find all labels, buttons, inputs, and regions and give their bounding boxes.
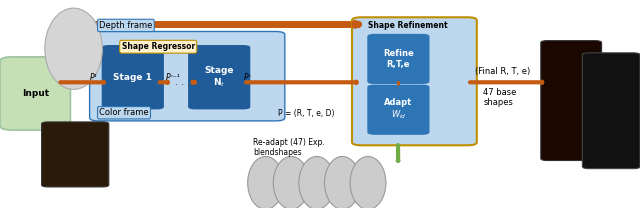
Ellipse shape (248, 156, 284, 208)
Ellipse shape (350, 156, 386, 208)
Text: 47 base
shapes: 47 base shapes (483, 88, 516, 107)
Text: Shape Refinement: Shape Refinement (368, 21, 447, 30)
FancyBboxPatch shape (582, 53, 640, 169)
Text: Pⁿ⁻¹: Pⁿ⁻¹ (166, 73, 180, 82)
Text: P = (R, T, e, D): P = (R, T, e, D) (278, 109, 335, 118)
Text: Adapt
$W_{id}$: Adapt $W_{id}$ (384, 98, 413, 121)
Text: (Final R, T, e): (Final R, T, e) (475, 67, 530, 76)
Ellipse shape (324, 156, 360, 208)
FancyBboxPatch shape (90, 31, 285, 121)
Text: Input: Input (22, 89, 49, 98)
FancyBboxPatch shape (368, 35, 429, 83)
FancyBboxPatch shape (352, 17, 477, 145)
Ellipse shape (273, 156, 309, 208)
FancyBboxPatch shape (368, 85, 429, 134)
FancyBboxPatch shape (541, 41, 602, 161)
Text: Pⁿ: Pⁿ (244, 73, 252, 82)
FancyBboxPatch shape (0, 57, 70, 130)
Text: P¹: P¹ (90, 73, 97, 82)
Text: Color frame: Color frame (99, 108, 149, 117)
Text: Stage
N$_t$: Stage N$_t$ (204, 66, 234, 89)
Text: Refine
R,T,e: Refine R,T,e (383, 49, 414, 69)
Text: Shape Regressor: Shape Regressor (122, 42, 195, 51)
Text: . . .: . . . (175, 77, 190, 87)
FancyBboxPatch shape (102, 46, 163, 109)
Ellipse shape (299, 156, 335, 208)
Ellipse shape (45, 8, 102, 89)
FancyBboxPatch shape (189, 46, 250, 109)
FancyBboxPatch shape (42, 122, 109, 187)
Text: Stage 1: Stage 1 (113, 73, 152, 82)
Text: Depth frame: Depth frame (99, 21, 152, 30)
Text: Re-adapt (47) Exp.
blendshapes: Re-adapt (47) Exp. blendshapes (253, 138, 324, 157)
